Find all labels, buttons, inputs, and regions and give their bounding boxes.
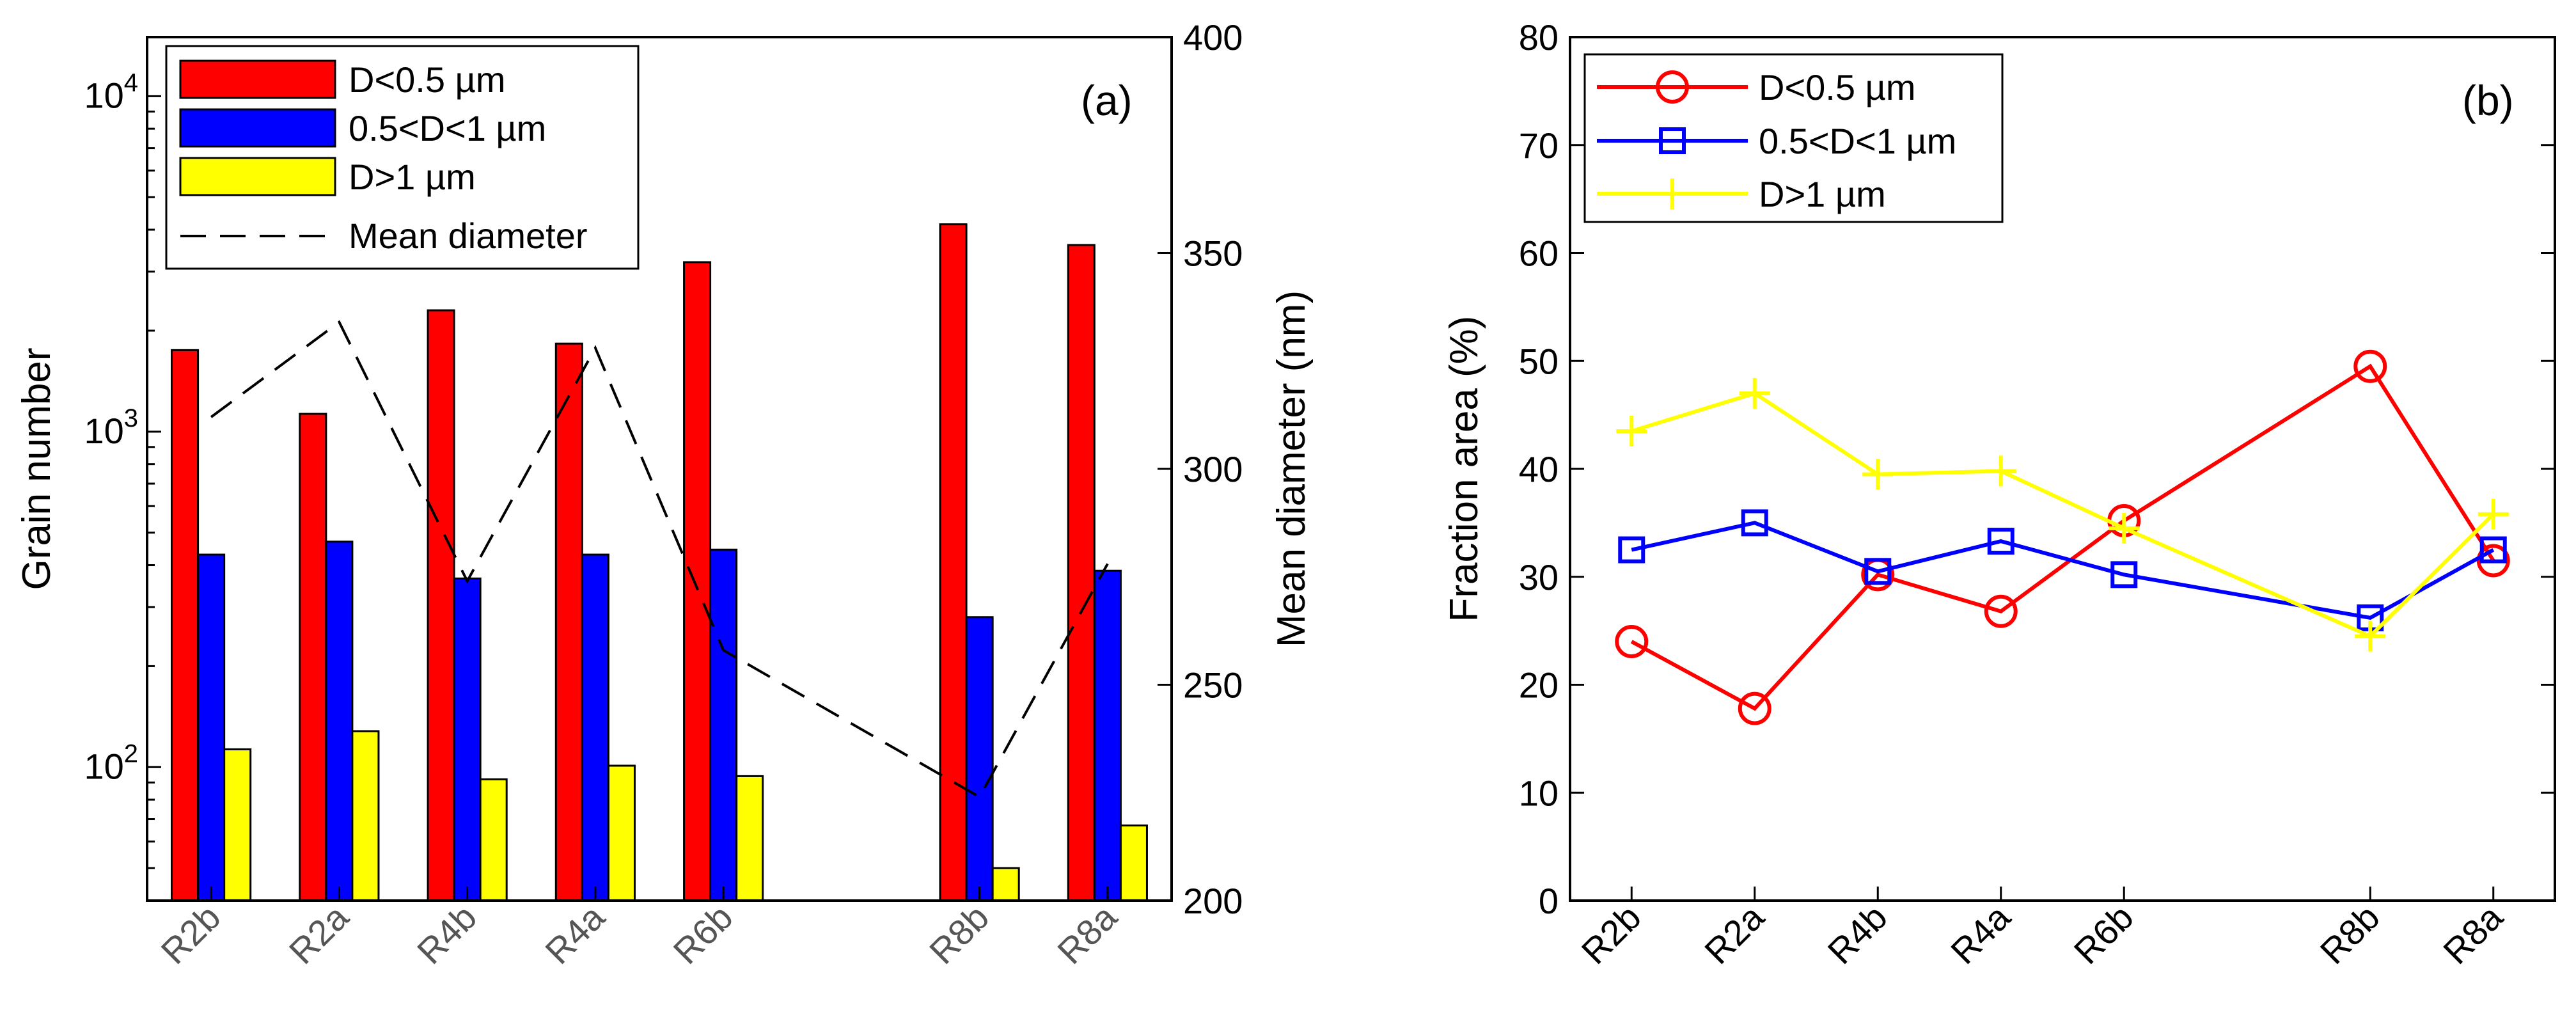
bar-R4a-series-2 xyxy=(607,764,636,902)
y-tick-label: 0 xyxy=(1539,881,1559,921)
y-tick-label: 20 xyxy=(1519,665,1559,706)
x-tick-label-R2a: R2a xyxy=(281,896,357,972)
marker-series-2-R4b xyxy=(1862,459,1894,490)
left-tick-label: 102 xyxy=(84,739,138,786)
chart-a-ylabel-left: Grain number xyxy=(15,347,59,590)
bar-R8b-series-2 xyxy=(991,867,1020,902)
chart-b: 0 10 20 30 40 50 60 70 80 R2b R2a R4b R4a R6b R8b R8a F… xyxy=(1442,17,2556,972)
marker-series-2-R4a xyxy=(1985,455,2016,487)
bar-R2b-series-2 xyxy=(223,748,252,902)
y-tick-label: 50 xyxy=(1519,341,1559,381)
x-tick-label-R4b: R4b xyxy=(409,897,484,972)
chart-a-legend-label-3: Mean diameter xyxy=(349,216,588,256)
bar-R4a-series-0 xyxy=(554,342,583,902)
bar-R4b-series-0 xyxy=(427,309,455,902)
bar-R2b-series-0 xyxy=(171,349,200,902)
chart-b-legend-label-1: 0.5<D<1 µm xyxy=(1759,121,1956,161)
chart-b-panel-label: (b) xyxy=(2462,77,2514,124)
x-tick-label-R2b: R2b xyxy=(153,897,228,972)
bar-R8a-series-0 xyxy=(1067,244,1096,902)
chart-b-legend: D<0.5 µm 0.5<D<1 µm D>1 µm xyxy=(1583,53,2004,223)
bar-R4a-series-1 xyxy=(581,553,609,902)
series-line-0 xyxy=(1630,363,2495,711)
bar-R4b-series-2 xyxy=(479,778,508,902)
chart-a-legend-label-2: D>1 µm xyxy=(349,157,476,197)
left-tick-label: 103 xyxy=(84,404,138,451)
y-tick-label: 80 xyxy=(1519,17,1559,58)
chart-a-legend-swatch-0 xyxy=(179,59,336,99)
chart-b-ylabel: Fraction area (%) xyxy=(1442,316,1486,622)
x-tick-label-R2a: R2a xyxy=(1697,896,1772,972)
x-tick-label-R6b: R6b xyxy=(665,897,740,972)
chart-a-panel-label: (a) xyxy=(1081,77,1133,124)
x-tick-label-R8b: R8b xyxy=(2313,897,2387,972)
chart-b-legend-marker-2 xyxy=(1657,178,1688,209)
chart-b-legend-marker-1 xyxy=(1659,127,1686,154)
chart-a: 102 103 104 200 250 300 350 400 R2b R2a R4b R4a R6b R… xyxy=(15,17,1314,972)
x-tick-label-R8a: R8a xyxy=(2435,896,2511,972)
marker-series-1-R2a xyxy=(1741,509,1768,537)
marker-series-1-R8a xyxy=(2479,536,2507,564)
marker-series-0-R2b xyxy=(1615,625,1649,658)
chart-b-legend-label-2: D>1 µm xyxy=(1759,174,1886,214)
bar-R6b-series-0 xyxy=(683,261,712,902)
right-tick-label: 250 xyxy=(1183,665,1243,706)
marker-series-2-R2a xyxy=(1739,377,1770,409)
x-tick-label-R4b: R4b xyxy=(1820,897,1895,972)
marker-series-2-R2b xyxy=(1616,415,1647,446)
marker-series-2-R6b xyxy=(2109,512,2140,544)
marker-series-0-R4a xyxy=(1984,594,2018,628)
marker-series-1-R4a xyxy=(1987,528,2014,555)
marker-series-1-R6b xyxy=(2110,561,2138,588)
x-tick-label-R4a: R4a xyxy=(537,896,613,972)
bar-R6b-series-1 xyxy=(709,548,738,902)
x-tick-label-R8a: R8a xyxy=(1049,896,1125,972)
chart-b-legend-marker-0 xyxy=(1656,70,1689,104)
y-tick-label: 60 xyxy=(1519,233,1559,274)
chart-a-legend: D<0.5 µm 0.5<D<1 µm D>1 µm Mean diameter xyxy=(165,45,640,270)
chart-a-legend-label-0: D<0.5 µm xyxy=(349,59,505,100)
chart-a-mean-diameter-line xyxy=(210,320,1109,799)
x-tick-label-R4a: R4a xyxy=(1943,896,2018,972)
y-tick-label: 70 xyxy=(1519,125,1559,166)
marker-series-1-R2b xyxy=(1618,536,1645,564)
left-tick-label: 104 xyxy=(84,68,138,115)
bar-R2a-series-2 xyxy=(351,730,380,902)
chart-b-legend-label-0: D<0.5 µm xyxy=(1759,67,1915,107)
bar-R6b-series-2 xyxy=(735,775,764,902)
right-tick-label: 300 xyxy=(1183,449,1243,489)
chart-b-series xyxy=(1615,349,2510,725)
chart-a-legend-swatch-2 xyxy=(179,157,336,196)
chart-a-ylabel-right: Mean diameter (nm) xyxy=(1269,290,1314,647)
bar-R8b-series-1 xyxy=(965,616,994,902)
right-tick-label: 200 xyxy=(1183,881,1243,921)
y-tick-label: 30 xyxy=(1519,557,1559,597)
bar-R8a-series-1 xyxy=(1093,569,1122,902)
right-tick-label: 400 xyxy=(1183,17,1243,58)
bar-R8a-series-2 xyxy=(1119,825,1148,902)
y-tick-label: 40 xyxy=(1519,449,1559,489)
marker-series-0-R2a xyxy=(1738,691,1771,725)
y-tick-label: 10 xyxy=(1519,773,1559,813)
marker-series-1-R4b xyxy=(1864,558,1892,585)
bar-R4b-series-1 xyxy=(453,577,482,902)
chart-a-legend-swatch-1 xyxy=(179,108,336,148)
chart-a-bars xyxy=(171,223,1148,902)
chart-b-plot-frame xyxy=(1569,36,2556,902)
x-tick-label-R8b: R8b xyxy=(922,897,996,972)
chart-a-legend-label-1: 0.5<D<1 µm xyxy=(349,108,546,148)
x-tick-label-R2b: R2b xyxy=(1574,897,1649,972)
x-tick-label-R6b: R6b xyxy=(2066,897,2141,972)
bar-R2b-series-1 xyxy=(197,553,226,902)
marker-series-2-R8b xyxy=(2355,620,2386,652)
marker-series-0-R8a xyxy=(2476,544,2510,578)
bar-R2a-series-0 xyxy=(299,413,327,902)
bar-R8b-series-0 xyxy=(939,223,968,902)
marker-series-0-R8b xyxy=(2353,349,2387,383)
marker-series-2-R8a xyxy=(2478,498,2509,530)
right-tick-label: 350 xyxy=(1183,233,1243,274)
series-line-1 xyxy=(1631,521,2495,620)
bar-R2a-series-1 xyxy=(325,541,354,902)
